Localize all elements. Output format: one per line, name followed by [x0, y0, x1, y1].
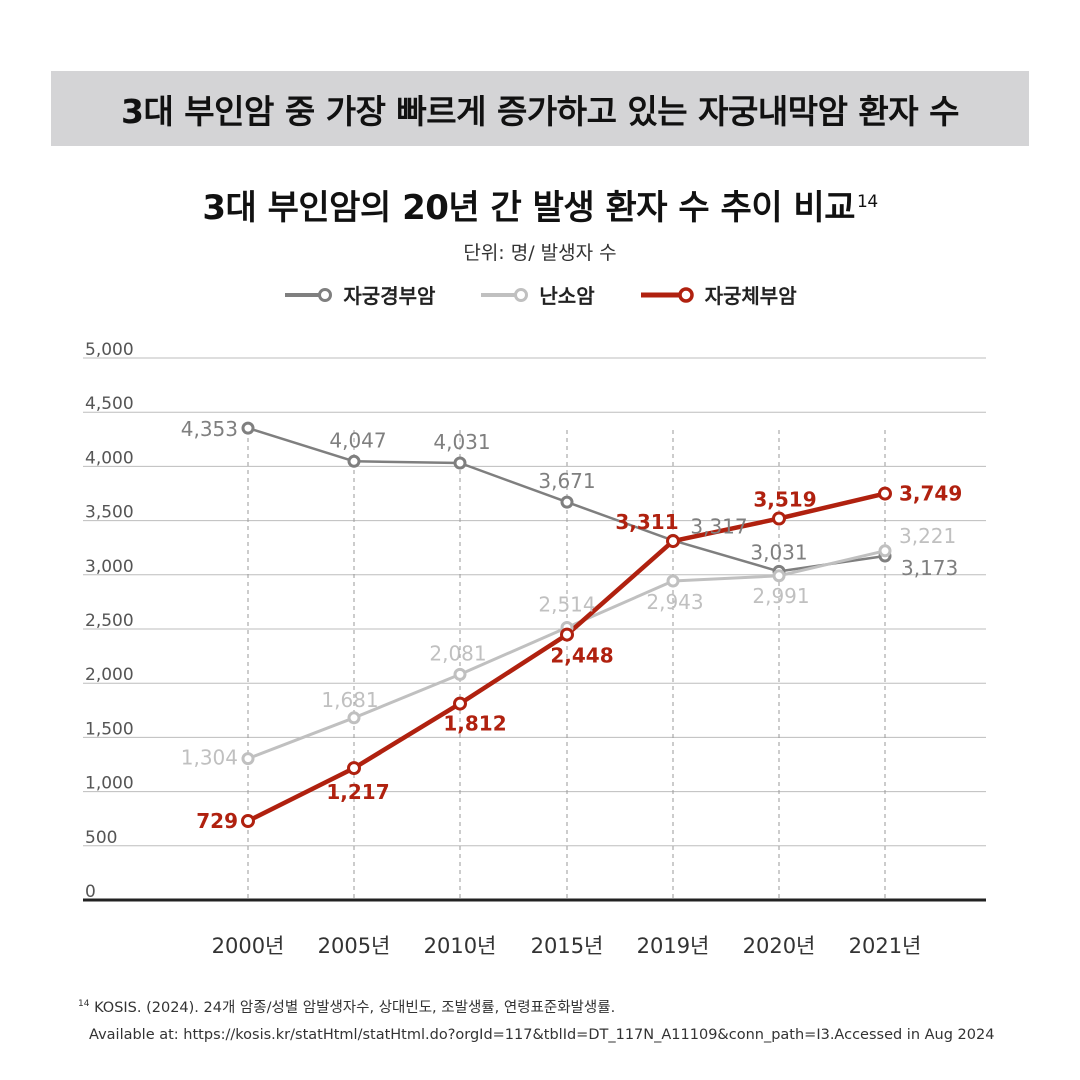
y-tick-label: 3,000	[85, 557, 134, 577]
footnote-text: KOSIS. (2024). 24개 암종/성별 암발생자수, 상대빈도, 조발…	[94, 1000, 616, 1016]
legend-swatch-cervical	[285, 287, 333, 302]
legend-label-endometrial: 자궁체부암	[704, 284, 797, 308]
data-label-endometrial: 3,519	[753, 488, 816, 512]
data-label-cervical: 3,031	[750, 540, 807, 564]
legend: 자궁경부암 난소암 자궁체부암	[0, 280, 1080, 309]
legend-label-ovarian: 난소암	[539, 284, 595, 308]
data-point-cervical	[347, 454, 361, 468]
y-tick-label: 1,500	[85, 719, 134, 739]
data-point-endometrial	[560, 627, 574, 642]
footnote-ref: 14	[78, 999, 90, 1010]
y-tick-label: 4,500	[85, 394, 134, 414]
data-point-endometrial	[666, 534, 680, 549]
data-point-endometrial	[878, 486, 892, 501]
data-point-endometrial	[772, 511, 786, 526]
data-label-endometrial: 729	[196, 809, 238, 833]
data-point-ovarian	[666, 574, 680, 588]
chart-title-text: 3대 부인암의 20년 간 발생 환자 수 추이 비교	[202, 188, 855, 228]
x-tick-label: 2005년	[318, 934, 391, 958]
data-label-ovarian: 2,514	[538, 593, 595, 617]
x-tick-label: 2019년	[637, 934, 710, 958]
footnote: 14 KOSIS. (2024). 24개 암종/성별 암발생자수, 상대빈도,…	[78, 996, 615, 1017]
data-point-cervical	[453, 456, 467, 470]
legend-swatch-ovarian	[481, 287, 529, 302]
y-tick-label: 1,000	[85, 774, 134, 794]
y-tick-label: 2,500	[85, 611, 134, 631]
data-label-ovarian: 1,681	[321, 688, 378, 712]
data-label-ovarian: 2,943	[646, 590, 703, 614]
chart-title: 3대 부인암의 20년 간 발생 환자 수 추이 비교 14	[0, 180, 1080, 229]
legend-item-endometrial: 자궁체부암	[639, 280, 797, 309]
y-tick-label: 500	[85, 828, 117, 848]
data-label-cervical: 4,353	[181, 417, 238, 441]
data-point-ovarian	[241, 752, 255, 766]
data-point-ovarian	[347, 711, 361, 725]
data-label-cervical: 3,173	[901, 556, 958, 580]
unit-label: 단위: 명/ 발생자 수	[463, 242, 617, 264]
x-tick-label: 2021년	[849, 934, 922, 958]
banner-title: 3대 부인암 중 가장 빠르게 증가하고 있는 자궁내막암 환자 수	[120, 91, 960, 131]
y-tick-label: 3,500	[85, 503, 134, 523]
x-tick-label: 2020년	[743, 934, 816, 958]
data-label-endometrial: 1,812	[443, 712, 506, 736]
data-label-endometrial: 2,448	[550, 644, 613, 668]
data-point-ovarian	[453, 667, 467, 681]
data-label-ovarian: 2,991	[752, 584, 809, 608]
y-tick-label: 5,000	[85, 340, 134, 360]
legend-item-cervical: 자궁경부암	[283, 280, 435, 309]
data-point-endometrial	[453, 696, 467, 711]
data-point-cervical	[241, 421, 255, 435]
y-tick-label: 2,000	[85, 665, 134, 685]
data-label-cervical: 4,031	[433, 430, 490, 454]
y-tick-label: 4,000	[85, 448, 134, 468]
data-point-ovarian	[772, 569, 786, 583]
data-point-cervical	[560, 495, 574, 509]
data-label-endometrial: 1,217	[326, 780, 389, 804]
footnote-source: Available at: https://kosis.kr/statHtml/…	[89, 1027, 995, 1043]
data-label-cervical: 4,047	[329, 428, 386, 452]
legend-item-ovarian: 난소암	[479, 280, 595, 309]
legend-swatch-endometrial	[640, 286, 694, 303]
data-label-cervical: 3,671	[538, 469, 595, 493]
x-tick-label: 2015년	[531, 934, 604, 958]
data-point-endometrial	[241, 814, 255, 828]
header-banner: 3대 부인암 중 가장 빠르게 증가하고 있는 자궁내막암 환자 수	[51, 71, 1029, 146]
data-point-ovarian	[878, 544, 892, 558]
data-label-endometrial: 3,749	[899, 482, 962, 506]
x-tick-label: 2000년	[212, 934, 285, 958]
legend-label-cervical: 자궁경부암	[343, 284, 436, 308]
x-tick-label: 2010년	[424, 934, 497, 958]
chart-title-ref: 14	[857, 191, 878, 212]
data-label-ovarian: 1,304	[181, 746, 238, 770]
y-tick-label: 0	[85, 882, 96, 902]
data-label-ovarian: 3,221	[899, 524, 956, 548]
data-point-endometrial	[347, 761, 361, 776]
data-label-ovarian: 2,081	[429, 641, 486, 665]
data-label-cervical: 3,317	[690, 514, 747, 538]
data-label-endometrial: 3,311	[615, 510, 678, 534]
